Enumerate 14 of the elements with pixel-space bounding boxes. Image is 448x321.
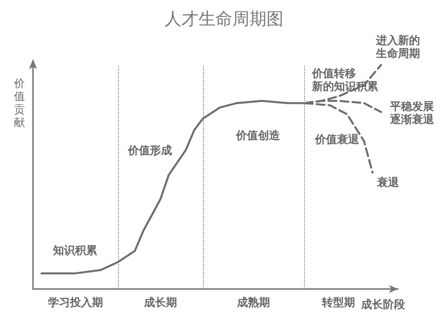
annotation: 价值形成 [127,144,172,157]
x-tick-label: 成长期 [142,296,177,309]
x-tick-label: 学习投入期 [48,296,103,309]
x-tick-label: 成熟期 [236,296,270,309]
x-tick-label: 转型期 [321,296,356,309]
annotation: 价值衰退 [314,133,360,146]
annotation: 平稳发展逐渐衰退 [389,100,435,126]
text: 进入新的生命周期 [375,34,420,60]
annotation: 知识积累 [52,244,98,257]
chart-title: 人才生命周期图 [164,10,284,30]
annotation: 价值创造 [235,129,281,142]
y-axis-title: 价值贡献 [13,77,25,129]
x-axis-title: 成长阶段 [360,298,406,311]
annotation: 衰退 [376,176,400,189]
